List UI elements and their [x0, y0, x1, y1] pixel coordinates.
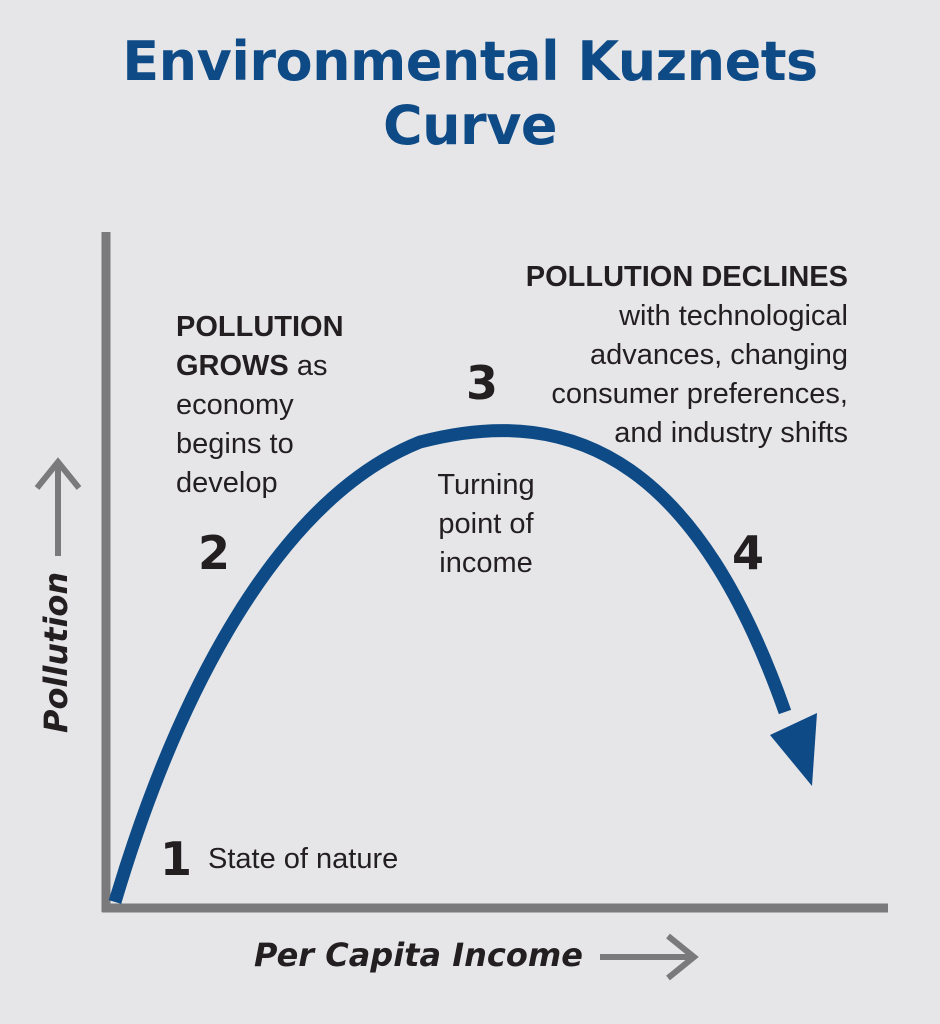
arrowhead-icon	[770, 713, 817, 786]
up-arrow-icon	[34, 457, 82, 556]
kuznets-curve	[108, 424, 792, 904]
stage-4-bold-1: POLLUTION DECLINES	[525, 261, 848, 293]
stage-2-bold-2: GROWS	[176, 350, 289, 382]
stage-3-number: 3	[466, 356, 499, 410]
stage-3-line-2: point of	[438, 508, 534, 540]
stage-1-label: State of nature	[208, 843, 399, 875]
stage-3-line-1: Turning	[437, 469, 535, 501]
stage-2-line-4: begins to	[176, 428, 294, 460]
stage-2-bold-1: POLLUTION	[176, 311, 344, 343]
title-line-2: Curve	[382, 94, 558, 157]
right-arrow-icon	[600, 933, 699, 981]
stage-2-line-5: develop	[176, 467, 278, 499]
title-line-1: Environmental Kuznets	[122, 30, 818, 93]
stage-4-line-4: consumer preferences,	[551, 378, 848, 410]
stage-4-line-5: and industry shifts	[614, 417, 848, 449]
stage-4-line-2: with technological	[619, 300, 848, 332]
stage-1-number: 1	[160, 832, 193, 886]
stage-4-description: POLLUTION DECLINES with technological ad…	[520, 258, 848, 453]
page-title: Environmental Kuznets Curve	[0, 30, 940, 158]
stage-4-line-3: advances, changing	[590, 339, 848, 371]
stage-2-number: 2	[198, 526, 231, 580]
stage-2-description: POLLUTION GROWS as economy begins to dev…	[176, 308, 344, 503]
y-axis-label: Pollution	[37, 571, 75, 733]
stage-2-rest-2: as	[288, 350, 328, 382]
stage-3-description: Turning point of income	[404, 466, 568, 583]
stage-2-line-3: economy	[176, 389, 294, 421]
stage-3-line-3: income	[439, 547, 533, 579]
stage-4-number: 4	[732, 526, 765, 580]
x-axis-label: Per Capita Income	[254, 936, 583, 974]
